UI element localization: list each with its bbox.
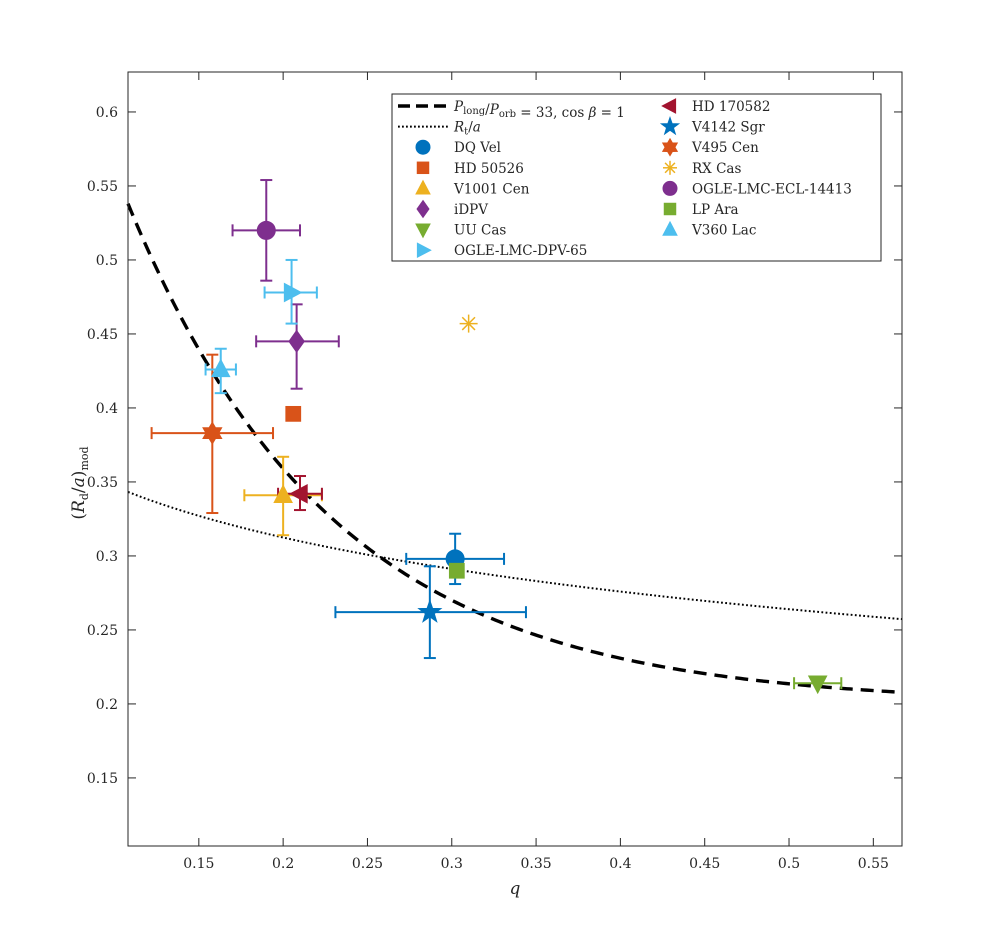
point-lp-ara xyxy=(448,562,465,579)
legend-marker-ogle-lmc-ecl-14413 xyxy=(662,180,678,196)
point-rx-cas xyxy=(459,314,478,333)
y-tick-label: 0.55 xyxy=(87,179,118,195)
legend-entry-hd-50526: HD 50526 xyxy=(416,161,524,177)
y-tick-label: 0.45 xyxy=(87,327,118,343)
axis-ticks: 0.15 0.2 0.25 0.3 0.35 0.4 0.45 0.5 0.55 0.15 0.2 0… xyxy=(87,72,902,872)
y-tick-label: 0.6 xyxy=(96,105,118,121)
legend-marker-uu-cas xyxy=(415,223,431,239)
legend-marker-idpv xyxy=(416,199,430,219)
y-tick-label: 0.2 xyxy=(96,697,118,713)
x-tick-label: 0.5 xyxy=(778,856,800,872)
legend-entry-v360-lac: V360 Lac xyxy=(662,220,756,239)
legend-entry-dq-vel-label: DQ Vel xyxy=(454,140,501,156)
legend-entry-v495-cen-label: V495 Cen xyxy=(691,140,759,156)
legend-entry-hd-170582-label: HD 170582 xyxy=(692,99,770,115)
legend-entry-curve-dotted: Rt/a xyxy=(398,120,481,138)
legend-entry-v360-lac-label: V360 Lac xyxy=(691,223,756,239)
point-v1001-cen xyxy=(273,484,293,503)
legend-entry-v4142-sgr: V4142 Sgr xyxy=(659,115,765,136)
x-tick-label: 0.2 xyxy=(272,856,294,872)
point-uu-cas xyxy=(807,675,828,695)
legend-entry-uu-cas: UU Cas xyxy=(415,223,506,239)
legend-entry-ogle-lmc-dpv-65: OGLE-LMC-DPV-65 xyxy=(416,242,587,259)
x-tick-label: 0.55 xyxy=(858,856,889,872)
legend-entry-rx-cas: RX Cas xyxy=(663,160,741,177)
point-v4142-sgr xyxy=(417,598,443,623)
legend: Plong/Porb = 33, cos β = 1Rt/a DQ Vel HD 5… xyxy=(391,93,882,262)
legend-marker-v4142-sgr xyxy=(659,115,681,136)
legend-entry-idpv: iDPV xyxy=(416,199,488,219)
point-ogle-lmc-ecl-14413 xyxy=(256,220,276,240)
x-tick-label: 0.4 xyxy=(609,856,631,872)
y-tick-label: 0.4 xyxy=(96,401,118,417)
data-markers xyxy=(202,220,828,695)
point-v360-lac xyxy=(210,358,231,378)
y-axis-label: (Rd/a)mod xyxy=(69,446,91,519)
point-hd-170582 xyxy=(289,483,308,504)
legend-marker-hd-170582 xyxy=(661,98,677,114)
legend-entry-ogle-lmc-ecl-14413-label: OGLE-LMC-ECL-14413 xyxy=(692,181,852,197)
legend-marker-ogle-lmc-dpv-65 xyxy=(416,242,432,259)
legend-marker-v360-lac xyxy=(662,220,678,236)
legend-entry-rx-cas-label: RX Cas xyxy=(692,161,741,177)
legend-entry-lp-ara: LP Ara xyxy=(663,202,739,218)
legend-entry-ogle-lmc-ecl-14413: OGLE-LMC-ECL-14413 xyxy=(662,180,852,197)
point-v495-cen xyxy=(202,421,223,445)
y-tick-label: 0.15 xyxy=(87,771,118,787)
legend-entry-idpv-label: iDPV xyxy=(454,202,488,218)
plot-frame xyxy=(127,71,903,847)
x-tick-label: 0.15 xyxy=(183,856,214,872)
legend-entry-dq-vel: DQ Vel xyxy=(415,139,501,156)
point-hd-50526 xyxy=(285,405,302,422)
legend-entry-ogle-lmc-dpv-65-label: OGLE-LMC-DPV-65 xyxy=(454,243,587,259)
legend-entry-v495-cen: V495 Cen xyxy=(661,137,759,157)
legend-entry-v1001-cen-label: V1001 Cen xyxy=(453,181,530,197)
x-tick-label: 0.35 xyxy=(520,856,551,872)
legend-marker-lp-ara xyxy=(663,202,677,216)
curve-plong-porb xyxy=(126,203,903,695)
legend-marker-rx-cas xyxy=(663,160,677,175)
point-ogle-lmc-dpv-65 xyxy=(283,282,303,303)
legend-entry-v1001-cen: V1001 Cen xyxy=(415,179,530,197)
point-idpv xyxy=(288,329,305,354)
legend-entry-uu-cas-label: UU Cas xyxy=(454,223,506,239)
curve-rt-a xyxy=(127,491,903,621)
x-tick-label: 0.25 xyxy=(352,856,383,872)
x-tick-label: 0.45 xyxy=(689,856,720,872)
y-tick-label: 0.35 xyxy=(87,475,118,491)
legend-entry-curve-dashed: Plong/Porb = 33, cos β = 1 xyxy=(398,99,625,121)
y-tick-label: 0.25 xyxy=(87,623,118,639)
legend-entry-lp-ara-label: LP Ara xyxy=(692,202,739,218)
legend-marker-v495-cen xyxy=(661,137,679,157)
model-curves xyxy=(126,203,903,695)
x-axis-label: q xyxy=(510,879,521,899)
legend-entry-v4142-sgr-label: V4142 Sgr xyxy=(691,120,765,136)
legend-marker-v1001-cen xyxy=(415,179,431,195)
legend-entry-curve-dashed-label: Plong/Porb = 33, cos β = 1 xyxy=(453,99,625,121)
y-tick-label: 0.5 xyxy=(96,253,118,269)
legend-entry-hd-50526-label: HD 50526 xyxy=(454,161,524,177)
legend-marker-hd-50526 xyxy=(416,161,430,175)
legend-box xyxy=(391,93,882,262)
legend-entry-curve-dotted-label: Rt/a xyxy=(453,120,481,138)
y-tick-label: 0.3 xyxy=(96,549,118,565)
legend-marker-dq-vel xyxy=(415,139,431,155)
x-tick-label: 0.3 xyxy=(441,856,463,872)
legend-entry-hd-170582: HD 170582 xyxy=(661,98,770,115)
